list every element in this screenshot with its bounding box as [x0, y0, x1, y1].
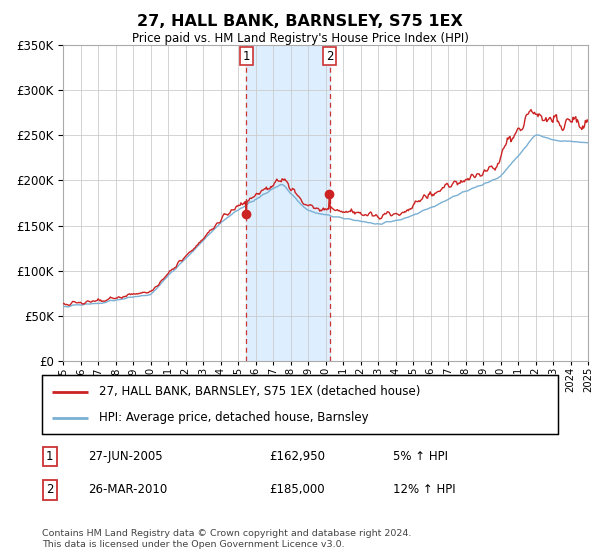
Text: 1: 1	[242, 49, 250, 63]
Text: Contains HM Land Registry data © Crown copyright and database right 2024.
This d: Contains HM Land Registry data © Crown c…	[42, 529, 412, 549]
Text: £185,000: £185,000	[269, 483, 325, 496]
Text: 27, HALL BANK, BARNSLEY, S75 1EX (detached house): 27, HALL BANK, BARNSLEY, S75 1EX (detach…	[99, 385, 420, 398]
Text: 12% ↑ HPI: 12% ↑ HPI	[393, 483, 455, 496]
Bar	[247, 45, 330, 361]
Text: 27, HALL BANK, BARNSLEY, S75 1EX: 27, HALL BANK, BARNSLEY, S75 1EX	[137, 14, 463, 29]
Text: Price paid vs. HM Land Registry's House Price Index (HPI): Price paid vs. HM Land Registry's House …	[131, 32, 469, 45]
Text: 1: 1	[46, 450, 53, 463]
Text: 5% ↑ HPI: 5% ↑ HPI	[393, 450, 448, 463]
Text: 26-MAR-2010: 26-MAR-2010	[88, 483, 167, 496]
Text: 27-JUN-2005: 27-JUN-2005	[88, 450, 163, 463]
Text: 2: 2	[326, 49, 334, 63]
Text: 2: 2	[46, 483, 53, 496]
Text: HPI: Average price, detached house, Barnsley: HPI: Average price, detached house, Barn…	[99, 411, 368, 424]
Text: £162,950: £162,950	[269, 450, 325, 463]
